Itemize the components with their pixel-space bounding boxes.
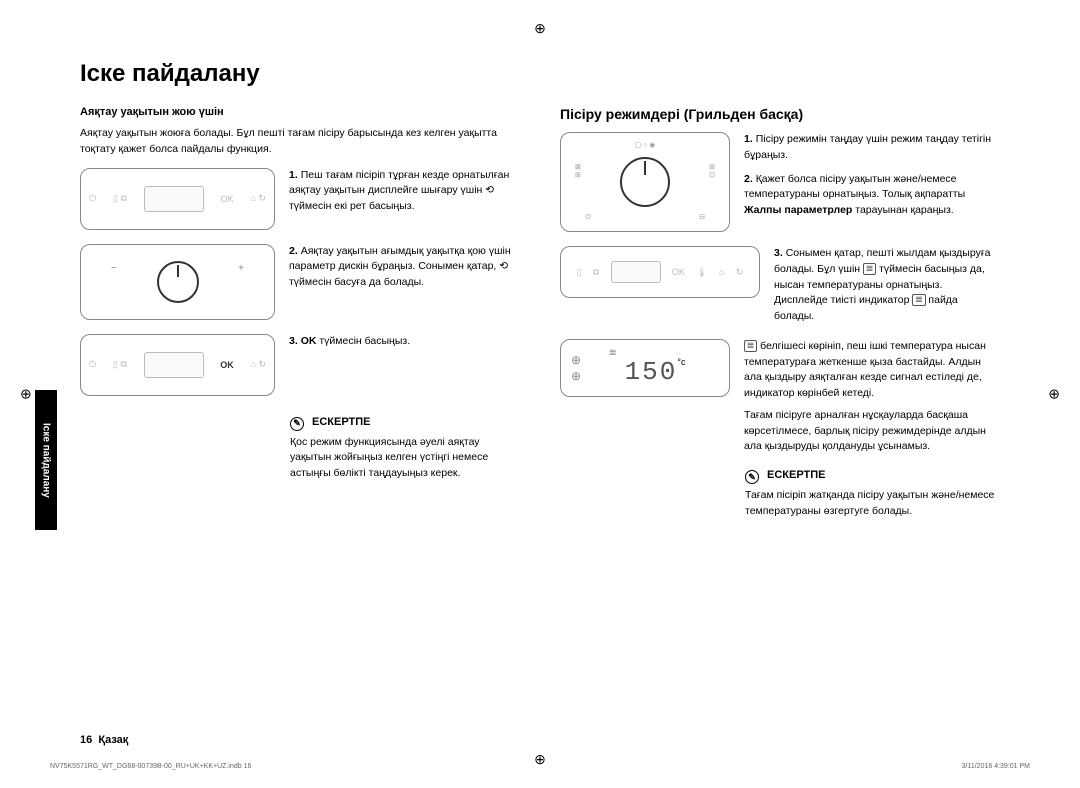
bold-ref: Жалпы параметрлер	[744, 204, 852, 216]
mode-dial	[620, 157, 670, 207]
step-number: 2.	[289, 245, 298, 257]
right-note-text: Тағам пісіріп жатқанда пісіру уақытын жә…	[745, 488, 1000, 520]
control-panel-diagram: ⏻ ▯ ⧉ OK ⌂ ↻	[80, 168, 275, 230]
right-note: ✎ ЕСКЕРТПЕ	[745, 469, 1000, 484]
para-b: Тағам пісіруге арналған нұсқауларда басқ…	[744, 409, 986, 453]
step-body: түймесін басыңыз.	[316, 335, 410, 347]
step-number: 3.	[289, 335, 298, 347]
temp-value: 150	[625, 357, 678, 387]
step-number: 1.	[289, 169, 298, 181]
control-panel-diagram: ⏻ ▯ ⧉ OK ⌂ ↻	[80, 334, 275, 396]
left-subhead: Аяқтау уақытын жою үшін	[80, 106, 520, 118]
page-title: Іске пайдалану	[80, 60, 1000, 88]
left-note-text: Қос режим функциясында әуелі аяқтау уақы…	[290, 435, 520, 482]
note-label: ЕСКЕРТПЕ	[312, 416, 371, 428]
display-rect	[611, 261, 661, 283]
right-para: 𝌆 белгішесі көрініп, пеш ішкі температур…	[744, 339, 1000, 455]
note-icon: ✎	[745, 470, 759, 484]
left-step-1: ⏻ ▯ ⧉ OK ⌂ ↻ 1. Пеш тағам пісіріп тұрған…	[80, 168, 520, 230]
step-body: Қажет болса пісіру уақытын және/немесе т…	[744, 173, 965, 201]
page-lang: Қазақ	[98, 734, 128, 746]
right-temp-row: ⊕ ⊕ 𝌆 150°c 𝌆 белгішесі көрініп, пеш ішк…	[560, 339, 1000, 455]
temperature-panel: ⊕ ⊕ 𝌆 150°c	[560, 339, 730, 397]
left-step-2-text: 2. Аяқтау уақытын ағымдық уақытқа қою үш…	[289, 244, 520, 291]
left-step-3-text: 3. OK түймесін басыңыз.	[289, 334, 520, 350]
page-footer: 16 Қазақ	[80, 734, 128, 746]
step-number: 3.	[774, 247, 783, 259]
preheat-icon: 𝌆	[863, 263, 876, 275]
right-steps-text: 1. Пісіру режимін таңдау үшін режим таңд…	[744, 132, 1000, 219]
step-body: Пісіру режимін таңдау үшін режим таңдау …	[744, 133, 991, 161]
right-heading: Пісіру режимдері (Грильден басқа)	[560, 106, 1000, 122]
display-rect	[144, 186, 204, 212]
left-note: ✎ ЕСКЕРТПЕ	[290, 416, 520, 431]
left-intro: Аяқтау уақытын жоюға болады. Бұл пешті т…	[80, 126, 520, 158]
dial-panel-diagram: − +	[80, 244, 275, 320]
right-step-3: ▯ ⧉ OK 🌡 ⌂ ↻ 3. Сонымен қатар, пешті жыл…	[560, 246, 1000, 325]
step-number: 1.	[744, 133, 753, 145]
ok-label: OK	[301, 335, 317, 347]
footer-meta-left: NV75K5571RG_WT_DG68-00739B-00_RU+UK+KK+U…	[50, 763, 251, 770]
step-body: Пеш тағам пісіріп тұрған кезде орнатылға…	[289, 169, 509, 213]
dial-minus: −	[111, 263, 117, 274]
step-body: Дисплейде тиісті индикатор	[774, 294, 912, 306]
step-body: тарауынан қараңыз.	[852, 204, 953, 216]
temp-arrows: ⊕ ⊕	[571, 353, 581, 383]
control-panel-small: ▯ ⧉ OK 🌡 ⌂ ↻	[560, 246, 760, 298]
note-icon: ✎	[290, 417, 304, 431]
note-label: ЕСКЕРТПЕ	[767, 469, 826, 481]
step-body: Аяқтау уақытын ағымдық уақытқа қою үшін …	[289, 245, 511, 289]
right-step-1-2: ▢ ○ ◉ ⊞⊡ ⊟ ∅ ⊠⊞ 1. Пісіру режимін таңдау…	[560, 132, 1000, 232]
left-step-1-text: 1. Пеш тағам пісіріп тұрған кезде орнаты…	[289, 168, 520, 215]
page-content: Іске пайдалану Аяқтау уақытын жою үшін А…	[0, 0, 1080, 788]
right-column: Пісіру режимдері (Грильден басқа) ▢ ○ ◉ …	[560, 106, 1000, 520]
indicator-icon: 𝌆	[912, 294, 925, 306]
left-step-2: − + 2. Аяқтау уақытын ағымдық уақытқа қо…	[80, 244, 520, 320]
display-rect	[144, 352, 204, 378]
parameter-dial	[157, 261, 199, 303]
mode-dial-panel: ▢ ○ ◉ ⊞⊡ ⊟ ∅ ⊠⊞	[560, 132, 730, 232]
left-step-3: ⏻ ▯ ⧉ OK ⌂ ↻ 3. OK түймесін басыңыз.	[80, 334, 520, 396]
right-step-3-text: 3. Сонымен қатар, пешті жылдам қыздыруға…	[774, 246, 1000, 325]
step-number: 2.	[744, 173, 753, 185]
preheat-icon: 𝌆	[744, 340, 757, 352]
para-a: белгішесі көрініп, пеш ішкі температура …	[744, 340, 986, 399]
dial-plus: +	[238, 263, 244, 274]
two-column-layout: Аяқтау уақытын жою үшін Аяқтау уақытын ж…	[80, 106, 1000, 520]
temp-unit: °c	[677, 357, 685, 367]
page-number: 16	[80, 734, 92, 746]
preheat-small-icon: 𝌆	[609, 348, 719, 357]
left-column: Аяқтау уақытын жою үшін Аяқтау уақытын ж…	[80, 106, 520, 520]
footer-meta-right: 3/11/2016 4:39:01 PM	[962, 763, 1030, 770]
